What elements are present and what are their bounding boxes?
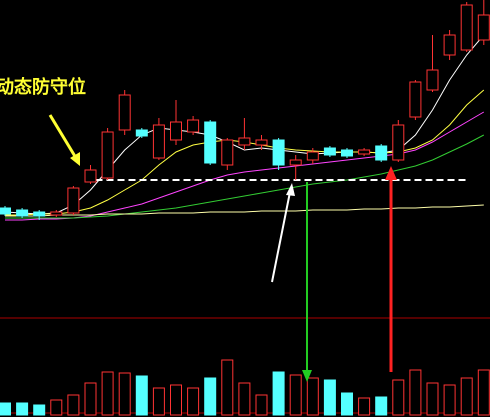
arrow-head — [302, 370, 312, 382]
volume-bar — [204, 377, 217, 416]
arrow-head — [286, 183, 295, 196]
volume-bar — [272, 371, 285, 416]
arrow — [271, 191, 291, 283]
volume-bar — [460, 377, 473, 416]
volume-bar — [84, 382, 97, 416]
volume-bar — [375, 396, 388, 416]
candle-body — [238, 137, 251, 146]
candle-body — [204, 121, 217, 164]
candle-body — [33, 211, 46, 217]
volume-bar — [289, 374, 302, 416]
volume-bar — [255, 394, 268, 416]
volume-bar — [221, 359, 234, 416]
candle-body — [135, 129, 148, 137]
candle-body — [118, 94, 131, 131]
volume-bar — [33, 404, 46, 416]
candle-body — [426, 69, 439, 91]
arrow-head — [70, 152, 80, 166]
volume-bar — [477, 369, 490, 416]
candle-body — [50, 211, 63, 216]
volume-bar — [152, 387, 165, 416]
ma-line — [5, 204, 484, 217]
candle-body — [84, 169, 97, 183]
candle-body — [67, 187, 80, 214]
candle-body — [0, 207, 11, 215]
volume-bar — [426, 382, 439, 416]
candle-body — [221, 139, 234, 166]
arrow — [48, 114, 78, 159]
volume-bar — [50, 399, 63, 416]
candle-body — [460, 4, 473, 51]
volume-bar — [67, 394, 80, 416]
volume-bar — [170, 384, 182, 416]
candle-body — [358, 149, 371, 155]
arrow-head — [385, 166, 397, 180]
volume-bar — [306, 377, 319, 416]
annotation: 动态防守位 — [0, 76, 86, 98]
candle-body — [187, 119, 200, 133]
candle-body — [443, 34, 456, 56]
volume-bar — [323, 379, 336, 416]
ma-line — [5, 134, 485, 219]
volume-bar — [101, 371, 114, 416]
volume-bar — [409, 369, 422, 416]
candle-body — [272, 139, 285, 166]
candle-body — [306, 151, 319, 161]
candle-body — [170, 121, 182, 141]
volume-bar — [187, 387, 200, 416]
volume-bar — [392, 379, 405, 416]
volume-bar — [16, 402, 29, 416]
candle-body — [255, 139, 268, 146]
volume-bar — [238, 382, 251, 416]
candle-body — [392, 124, 405, 161]
candle-body — [152, 124, 165, 159]
candle-body — [101, 131, 114, 179]
volume-bar — [118, 372, 131, 416]
volume-bar — [135, 375, 148, 416]
volume-bar — [358, 397, 371, 416]
volume-bar — [341, 392, 353, 416]
volume-bar — [0, 402, 11, 416]
candle-body — [409, 81, 422, 118]
candle-body — [289, 159, 302, 166]
arrows — [48, 114, 397, 382]
candle-body — [16, 209, 29, 217]
volume-bar — [443, 384, 456, 416]
candle-body — [477, 14, 490, 41]
candle-body — [323, 147, 336, 156]
candle-body — [375, 145, 388, 161]
candle-body — [341, 149, 353, 157]
